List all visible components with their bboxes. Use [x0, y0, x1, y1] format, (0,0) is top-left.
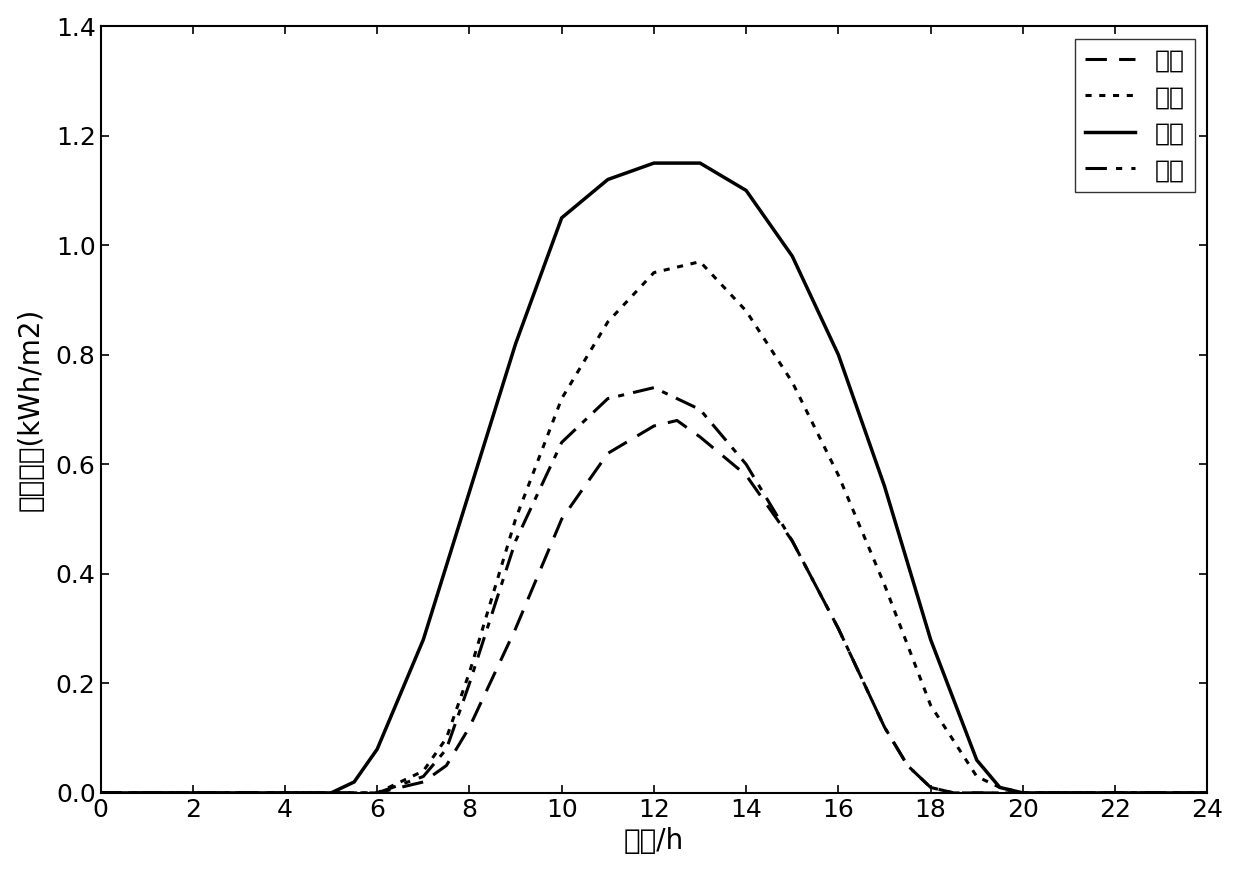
十月	[739, 459, 754, 469]
Line: 四月: 四月	[100, 262, 1208, 793]
四月	[739, 306, 754, 317]
Line: 一月: 一月	[100, 420, 1208, 793]
七月	[924, 634, 939, 644]
一月	[324, 787, 339, 798]
Line: 十月: 十月	[100, 388, 1208, 793]
四月	[554, 393, 569, 404]
一月	[877, 722, 892, 732]
七月	[93, 787, 108, 798]
一月	[1200, 787, 1215, 798]
一月	[946, 787, 961, 798]
七月	[831, 350, 846, 360]
七月	[970, 755, 985, 766]
一月	[508, 623, 523, 634]
七月	[785, 251, 800, 262]
十月	[415, 771, 430, 781]
十月	[693, 405, 708, 415]
一月	[646, 421, 661, 432]
七月	[646, 158, 661, 168]
X-axis label: 时间/h: 时间/h	[624, 828, 684, 855]
十月	[946, 787, 961, 798]
七月	[324, 787, 339, 798]
四月	[831, 470, 846, 480]
七月	[415, 634, 430, 644]
一月	[415, 777, 430, 787]
一月	[439, 760, 454, 771]
一月	[693, 432, 708, 442]
十月	[831, 623, 846, 634]
一月	[900, 760, 915, 771]
一月	[785, 535, 800, 546]
Legend: 一月, 四月, 七月, 十月: 一月, 四月, 七月, 十月	[1075, 38, 1195, 192]
七月	[463, 487, 477, 497]
一月	[463, 722, 477, 732]
Line: 七月: 七月	[100, 163, 1208, 793]
四月	[693, 256, 708, 267]
十月	[508, 535, 523, 546]
十月	[924, 782, 939, 793]
四月	[785, 377, 800, 387]
一月	[600, 448, 615, 459]
四月	[877, 580, 892, 590]
十月	[463, 678, 477, 689]
Y-axis label: 光照强度(kWh/m2): 光照强度(kWh/m2)	[16, 308, 45, 511]
四月	[370, 787, 384, 798]
一月	[370, 787, 384, 798]
七月	[739, 185, 754, 195]
七月	[1016, 787, 1030, 798]
四月	[415, 766, 430, 776]
十月	[646, 383, 661, 393]
四月	[646, 268, 661, 278]
十月	[370, 787, 384, 798]
一月	[554, 514, 569, 524]
七月	[370, 744, 384, 754]
七月	[1200, 787, 1215, 798]
七月	[877, 481, 892, 492]
四月	[439, 733, 454, 744]
十月	[785, 535, 800, 546]
十月	[554, 437, 569, 447]
一月	[924, 782, 939, 793]
一月	[739, 470, 754, 480]
十月	[93, 787, 108, 798]
七月	[508, 338, 523, 349]
十月	[877, 722, 892, 732]
四月	[93, 787, 108, 798]
一月	[670, 415, 684, 426]
一月	[93, 787, 108, 798]
四月	[1200, 787, 1215, 798]
四月	[600, 317, 615, 327]
一月	[831, 623, 846, 634]
七月	[554, 213, 569, 223]
七月	[347, 777, 362, 787]
十月	[600, 393, 615, 404]
四月	[924, 700, 939, 711]
七月	[600, 174, 615, 185]
四月	[1016, 787, 1030, 798]
四月	[324, 787, 339, 798]
四月	[508, 514, 523, 524]
七月	[992, 782, 1007, 793]
七月	[693, 158, 708, 168]
十月	[900, 760, 915, 771]
十月	[439, 744, 454, 754]
四月	[970, 771, 985, 781]
十月	[1200, 787, 1215, 798]
四月	[463, 667, 477, 678]
四月	[992, 782, 1007, 793]
